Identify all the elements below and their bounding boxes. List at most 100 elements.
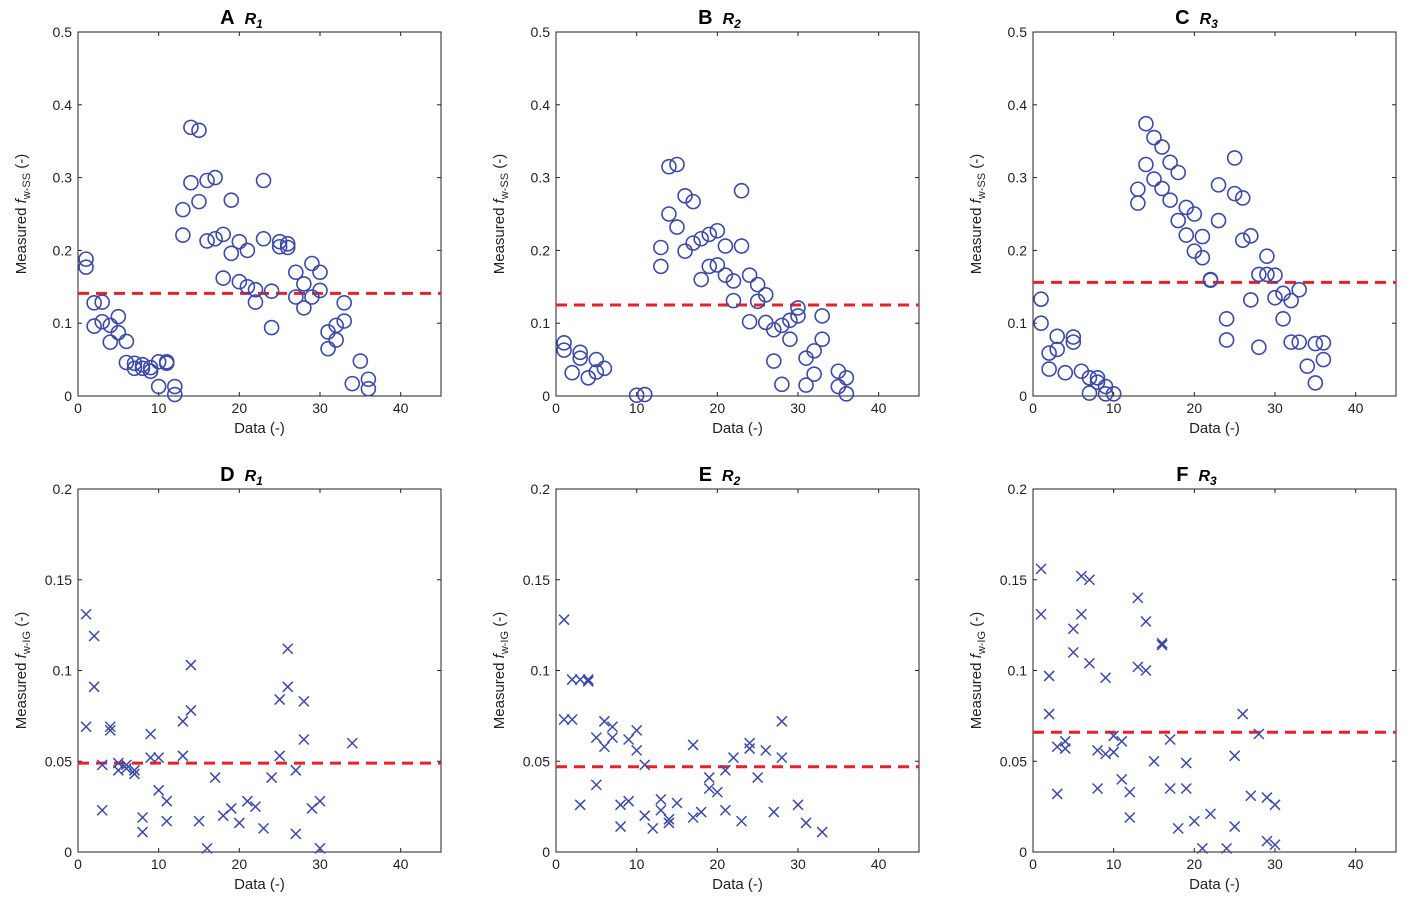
panel-e-data-point [582,675,594,687]
panel-f-data-point [1148,755,1160,767]
panel-f-ytick-label: 0.05 [1000,753,1027,769]
panel-e-ytick-label: 0.15 [523,572,550,588]
panel-e-data-point [566,713,578,726]
panel-d-data-point [274,694,286,706]
panel-d-data-point [314,842,326,854]
panel-e-data-point [703,772,715,784]
panel-d-ytick-label: 0.15 [45,572,72,588]
panel-e-data-point [744,737,756,749]
panel-e-xlabel: Data (-) [712,876,763,893]
panel-e-data-point [590,779,602,791]
panel-f-data-point [1124,811,1136,824]
panel-a-data-point [158,355,175,372]
panel-c-xtick-label: 30 [1267,400,1283,416]
panel-a-xtick-label: 10 [151,400,167,416]
panel-a-xlabel: Data (-) [234,420,285,437]
panel-c-xtick-label: 10 [1106,400,1122,416]
panel-e-ytick-label: 0.05 [523,753,550,769]
panel-c-data-point [1138,156,1154,173]
panel-c-data-point [1283,292,1299,309]
panel-e-data-point [792,799,804,811]
panel-b-data-point [653,239,669,256]
panel-c-data-point [1194,228,1211,245]
panel-c-xtick-label: 40 [1348,400,1364,416]
panel-a-data-point [239,278,256,295]
panel-f-data-point [1091,782,1104,795]
panel-b-data-point [806,366,822,382]
panel-b-data-point [749,276,766,293]
panel-a-data-point [191,122,207,139]
panel-c-data-point [1267,289,1283,306]
panel-b-data-point [669,219,685,235]
panel-b-ytick-label: 0.2 [531,242,551,258]
panel-d-data-point [177,750,189,762]
panel-e-data-point [719,804,731,816]
panel-a-data-point [199,172,215,189]
panel-d-data-point [290,828,302,840]
panel-b-data-point [733,182,750,199]
panel-f-data-point [1083,657,1096,669]
panel-b-data-point [717,267,734,283]
panel-d-data-point [88,630,100,642]
panel-e-data-point [776,715,788,727]
panel-b-data-point [685,235,701,251]
panel-d-data-point [145,752,157,764]
panel-a-data-point [191,193,207,210]
panel-b-data-point [782,312,798,329]
panel-c-data-point [1162,154,1178,171]
panel-a: 0 10 20 30 40 0 0.1 0.2 0.3 0.4 0.5 A R1 Data (-) Meas… [13,7,442,437]
panel-b-xlabel: Data (-) [712,420,763,437]
panel-e-data-point [615,821,627,833]
panel-b-data-point [717,238,734,254]
panel-a-data-point [126,355,143,372]
panel-f-data-point [1091,744,1104,756]
panel-b-xtick-label: 30 [790,400,806,416]
panel-d-ytick-label: 0.05 [45,753,72,769]
panel-b-data-point [814,308,831,324]
panel-a-data-point [94,294,110,310]
panel-d-xtick-label: 10 [151,856,167,872]
panel-d-data-point [137,811,149,824]
panel-b-data-point [774,317,790,334]
panel-e-ytick-label: 0.2 [531,481,551,497]
panel-b-data-point [741,267,758,283]
panel-b-data-point [733,238,750,254]
panel-c-data-point [1283,334,1299,350]
panel-e-data-point [760,744,772,756]
panel-a-data-point [247,294,264,310]
panel-a-data-point [296,276,312,292]
panel-a-ytick-label: 0.5 [53,24,73,40]
panel-c-data-point [1178,227,1195,243]
panel-c-ylabel: Measured fw-SS (-) [968,154,988,274]
panel-f-data-point [1140,615,1152,628]
panel-e: 0 10 20 30 40 0 0.05 0.1 0.15 0.2 E R2 Data (-) Measu… [491,464,920,893]
panel-f-data-point [1067,623,1079,635]
panel-e-data-point [623,733,635,746]
panel-c-data-point [1251,339,1267,356]
panel-f-data-point [1261,835,1273,847]
panel-e-data-point [687,739,699,751]
panel-c-data-point [1170,212,1186,229]
panel-a-data-point [296,300,312,316]
panel-b-data-point [677,188,693,204]
panel-b-data-point [701,258,718,275]
panel-a-ylabel: Measured fw-SS (-) [13,154,33,274]
panel-c-data-point [1170,164,1186,181]
panel-e-data-point [776,752,788,764]
panel-a-data-point [360,371,377,388]
panel-e-xtick-label: 10 [629,856,645,872]
panel-e-data-point [711,786,723,798]
panel-b-xtick-label: 20 [710,400,726,416]
panel-d-xlabel: Data (-) [234,876,285,893]
panel-d-data-point [153,784,165,796]
panel-c-data-point [1210,212,1227,229]
panel-a-xtick-label: 0 [74,400,82,416]
panel-a-data-point [271,238,288,255]
panel-f-data-point [1075,608,1087,620]
panel-b-data-point [556,342,572,358]
panel-c-data-point [1226,150,1243,166]
panel-b-data-point [709,222,726,239]
panel-f-ylabel: Measured fw-IG (-) [968,612,988,729]
panel-e-ylabel: Measured fw-IG (-) [491,612,511,729]
